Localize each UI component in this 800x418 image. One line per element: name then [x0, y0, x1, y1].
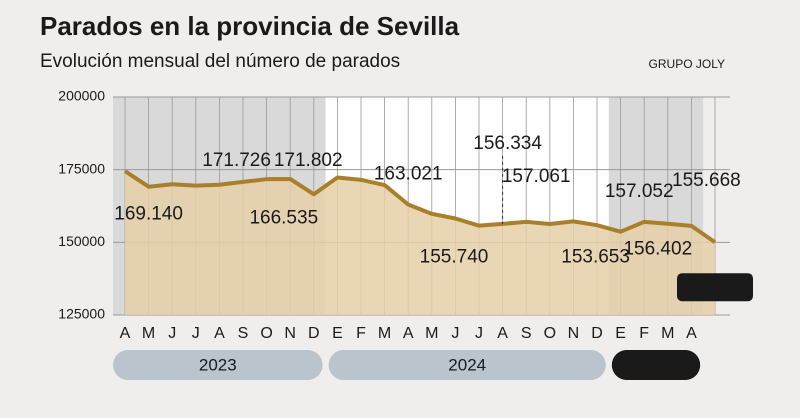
x-tick-label: J: [168, 325, 176, 342]
x-tick-label: N: [568, 325, 580, 342]
chart-title: Parados en la provincia de Sevilla: [40, 11, 460, 41]
x-tick-label: J: [451, 325, 459, 342]
value-label: 163.021: [374, 164, 443, 185]
x-tick-label: D: [591, 325, 603, 342]
area: [125, 171, 715, 315]
x-tick-label: D: [308, 325, 320, 342]
x-tick-label: S: [521, 325, 532, 342]
x-tick-label: M: [425, 325, 438, 342]
x-tick-label: A: [403, 325, 414, 342]
x-tick-label: A: [497, 325, 508, 342]
value-label: 157.052: [605, 181, 674, 202]
year-label: 2024: [448, 355, 486, 374]
value-label: 171.802: [274, 150, 343, 171]
x-tick-label: M: [661, 325, 674, 342]
value-label: 156.334: [473, 133, 542, 154]
value-label: 153.653: [561, 247, 630, 268]
year-pill: [328, 350, 606, 380]
y-tick-label: 150000: [58, 233, 105, 249]
source: GRUPO JOLY: [649, 57, 725, 71]
value-badge: [677, 273, 753, 302]
year-pill: [611, 350, 701, 380]
x-tick-label: O: [260, 325, 272, 342]
x-tick-label: N: [284, 325, 296, 342]
x-tick-label: M: [378, 325, 391, 342]
value-label: 169.140: [114, 204, 183, 225]
x-tick-label: E: [615, 325, 626, 342]
value-label: 155.668: [672, 170, 741, 191]
x-tick-label: M: [142, 325, 155, 342]
year-pill: [113, 350, 323, 380]
line: [123, 169, 717, 244]
value-label: 157.061: [502, 166, 571, 187]
year-label: 25: [647, 355, 666, 374]
y-tick-label: 125000: [58, 306, 105, 322]
x-tick-label: O: [544, 325, 556, 342]
x-tick-label: A: [120, 325, 131, 342]
x-tick-label: A: [214, 325, 225, 342]
value-label: 156.402: [623, 239, 692, 260]
value-label: 171.726: [202, 150, 271, 171]
y-tick-label: 175000: [58, 160, 105, 176]
x-tick-label: J: [475, 325, 483, 342]
x-tick-label: F: [639, 325, 649, 342]
value-label: 155.740: [420, 247, 489, 268]
x-tick-label: A: [686, 325, 697, 342]
x-tick-label: S: [238, 325, 249, 342]
x-tick-label: E: [332, 325, 343, 342]
x-tick-label: F: [356, 325, 366, 342]
y-tick-label: 200000: [58, 88, 105, 104]
x-tick-label: J: [192, 325, 200, 342]
year-label: 2023: [199, 355, 237, 374]
value-label: 166.535: [249, 207, 318, 228]
value-label: 150.039: [681, 276, 750, 297]
chart-subtitle: Evolución mensual del número de parados: [40, 51, 400, 72]
